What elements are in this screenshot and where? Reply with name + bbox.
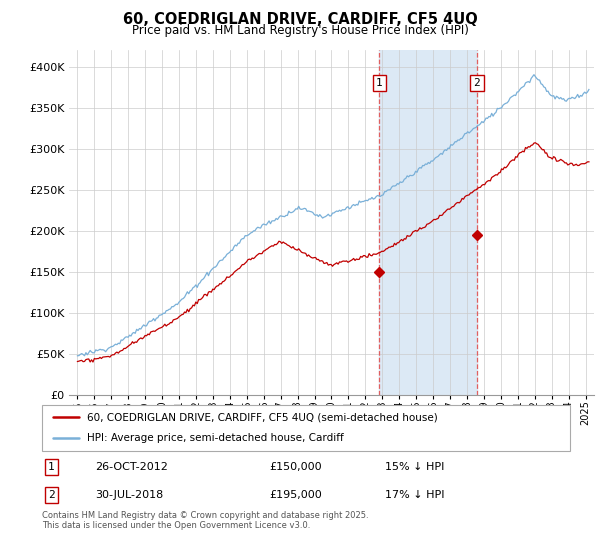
Text: 26-OCT-2012: 26-OCT-2012	[95, 462, 167, 472]
Text: £150,000: £150,000	[269, 462, 322, 472]
Text: This data is licensed under the Open Government Licence v3.0.: This data is licensed under the Open Gov…	[42, 521, 310, 530]
Bar	[379, 50, 477, 395]
Text: Contains HM Land Registry data © Crown copyright and database right 2025.: Contains HM Land Registry data © Crown c…	[42, 511, 368, 520]
FancyBboxPatch shape	[42, 405, 570, 451]
Text: 1: 1	[376, 78, 383, 88]
Text: Price paid vs. HM Land Registry's House Price Index (HPI): Price paid vs. HM Land Registry's House …	[131, 24, 469, 36]
Text: £195,000: £195,000	[269, 490, 322, 500]
Text: 17% ↓ HPI: 17% ↓ HPI	[385, 490, 445, 500]
Text: 30-JUL-2018: 30-JUL-2018	[95, 490, 163, 500]
Text: 2: 2	[48, 490, 55, 500]
Text: 1: 1	[48, 462, 55, 472]
Text: 2: 2	[473, 78, 480, 88]
Text: 60, COEDRIGLAN DRIVE, CARDIFF, CF5 4UQ (semi-detached house): 60, COEDRIGLAN DRIVE, CARDIFF, CF5 4UQ (…	[87, 412, 437, 422]
Text: 15% ↓ HPI: 15% ↓ HPI	[385, 462, 445, 472]
Text: 60, COEDRIGLAN DRIVE, CARDIFF, CF5 4UQ: 60, COEDRIGLAN DRIVE, CARDIFF, CF5 4UQ	[122, 12, 478, 27]
Text: HPI: Average price, semi-detached house, Cardiff: HPI: Average price, semi-detached house,…	[87, 433, 344, 444]
